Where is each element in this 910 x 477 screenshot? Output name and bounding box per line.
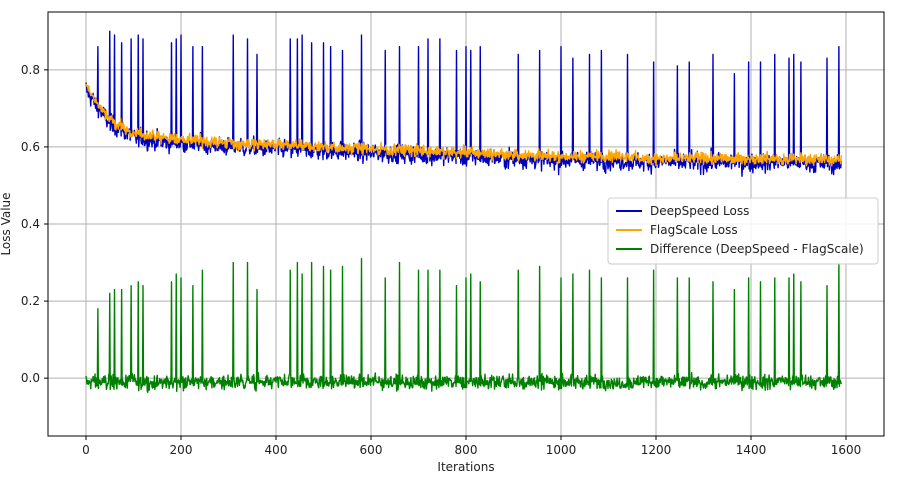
x-tick-label: 400 (265, 443, 288, 457)
legend-label: Difference (DeepSpeed - FlagScale) (650, 242, 864, 256)
legend: DeepSpeed Loss FlagScale Loss Difference (… (607, 197, 879, 265)
x-axis-label: Iterations (437, 460, 494, 474)
axis-ticks: 0 200 400 600 800 1000 1200 1400 1600 0.0 0.2 0.4 0.… (21, 63, 861, 457)
x-tick-label: 1000 (546, 443, 577, 457)
y-tick-label: 0.8 (21, 63, 40, 77)
legend-label: DeepSpeed Loss (650, 204, 749, 218)
difference-line (85, 257, 842, 393)
y-tick-label: 0.6 (21, 140, 40, 154)
x-tick-label: 1400 (736, 443, 767, 457)
x-tick-label: 1200 (641, 443, 672, 457)
x-tick-label: 1600 (831, 443, 862, 457)
x-tick-label: 0 (82, 443, 90, 457)
y-tick-label: 0.2 (21, 294, 40, 308)
x-tick-label: 800 (455, 443, 478, 457)
y-tick-label: 0.4 (21, 217, 40, 231)
flagscale-loss-line (85, 83, 842, 167)
y-axis-label: Loss Value (0, 192, 13, 255)
y-tick-label: 0.0 (21, 371, 40, 385)
legend-label: FlagScale Loss (650, 223, 738, 237)
legend-box (607, 197, 879, 265)
series-layer (85, 30, 842, 393)
x-tick-label: 600 (360, 443, 383, 457)
x-tick-label: 200 (170, 443, 193, 457)
